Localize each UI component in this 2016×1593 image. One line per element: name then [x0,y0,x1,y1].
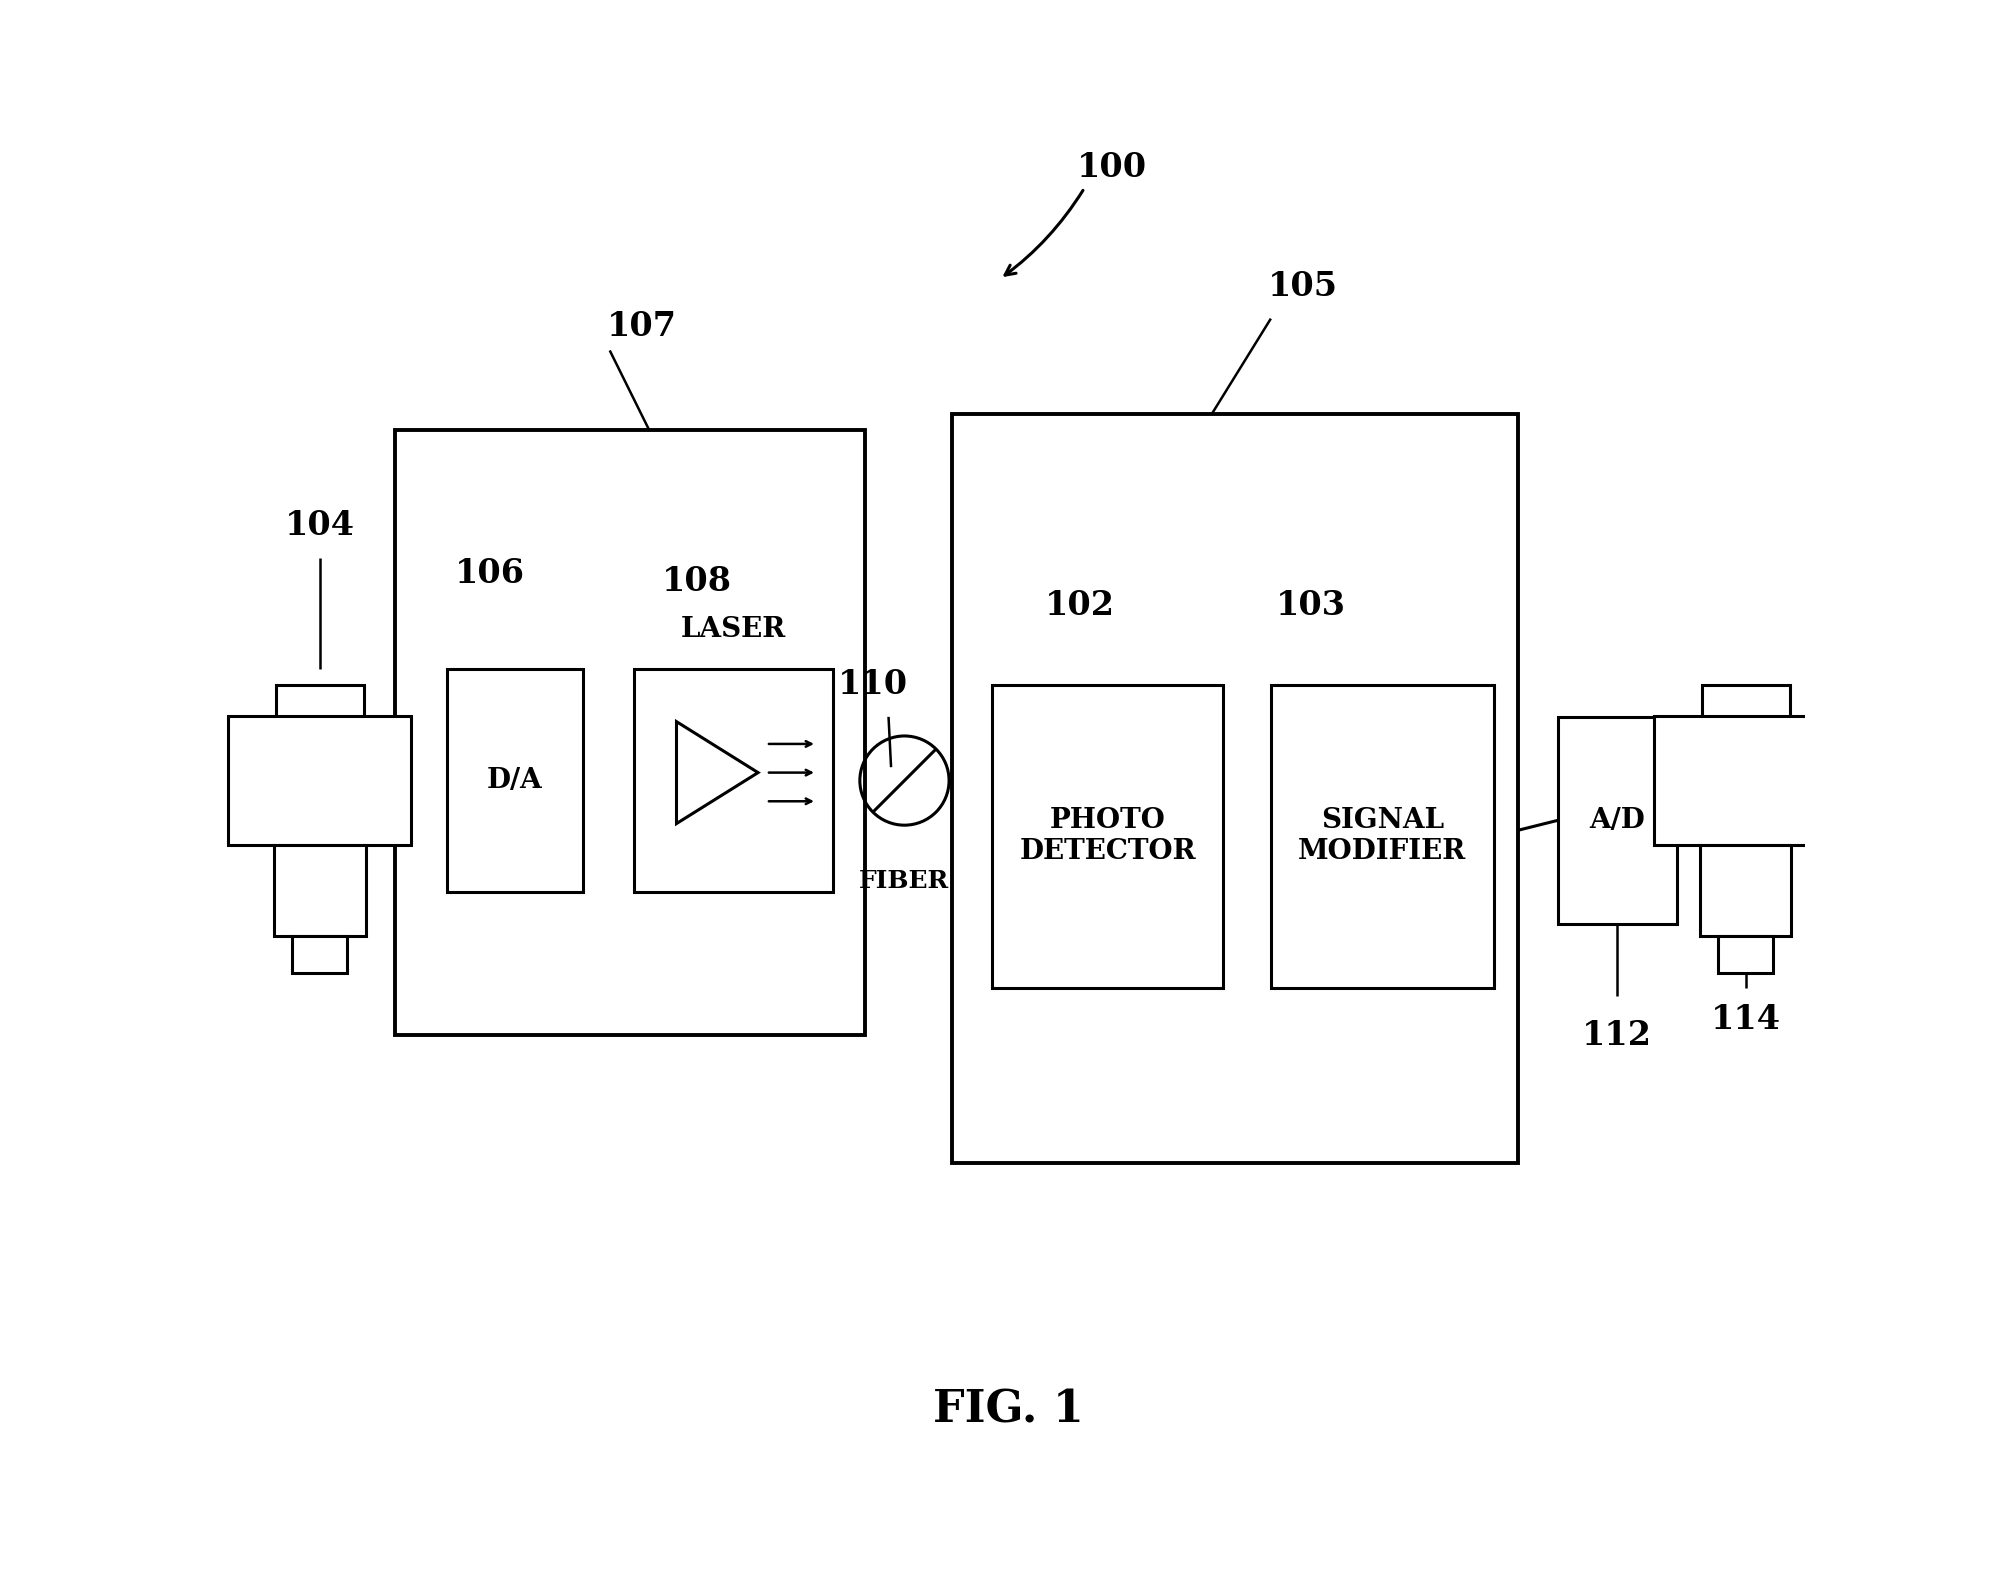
Bar [1718,937,1772,973]
Bar [292,937,347,973]
Text: 114: 114 [1710,1004,1780,1035]
Bar [228,717,411,844]
Text: D/A: D/A [488,768,542,793]
Bar [1270,685,1494,988]
Bar [992,685,1224,988]
Bar [633,669,833,892]
Bar [276,685,363,763]
Text: FIG. 1: FIG. 1 [933,1389,1083,1431]
Bar [1699,844,1792,937]
Text: A/D: A/D [1589,808,1645,833]
Bar [1653,717,1837,844]
Text: FIBER: FIBER [859,868,950,894]
Text: SIGNAL
MODIFIER: SIGNAL MODIFIER [1298,808,1466,865]
Text: 102: 102 [1044,589,1115,621]
Text: 103: 103 [1276,589,1345,621]
Bar [1702,685,1790,763]
Bar [274,844,365,937]
Bar [1558,717,1677,924]
Text: 106: 106 [456,558,526,589]
Bar [395,430,865,1035]
Bar [448,669,583,892]
Text: 108: 108 [663,566,732,597]
Text: 107: 107 [607,311,677,342]
Text: 110: 110 [837,669,907,701]
Text: 104: 104 [284,510,355,542]
Text: 105: 105 [1268,271,1339,303]
Text: 112: 112 [1581,1020,1651,1051]
Bar [952,414,1518,1163]
Text: LASER: LASER [681,616,786,642]
Text: PHOTO
DETECTOR: PHOTO DETECTOR [1020,808,1195,865]
Text: 100: 100 [1077,151,1147,183]
